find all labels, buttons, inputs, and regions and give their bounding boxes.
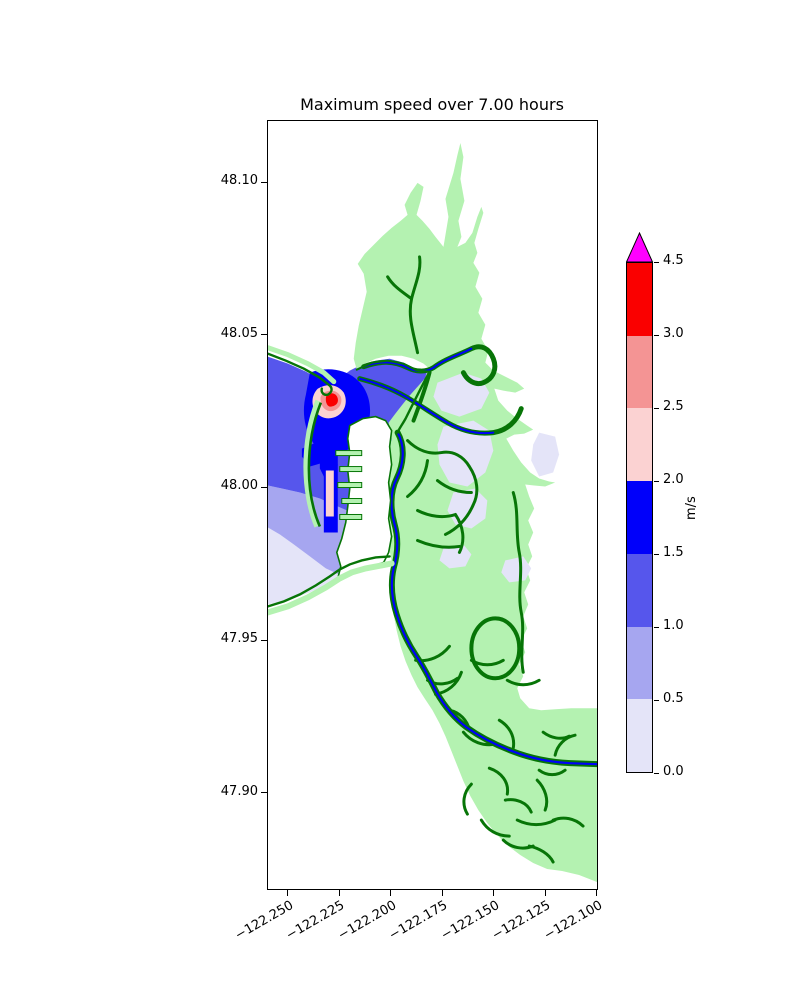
bay-east-bank <box>396 370 431 434</box>
colorbar-tick-mark <box>654 481 659 483</box>
pier-fingers <box>335 450 363 520</box>
colorbar-extend-triangle <box>626 232 653 262</box>
x-tick-mark <box>545 890 547 896</box>
south-shore-fringe <box>268 560 395 616</box>
x-tick-label: −122.125 <box>490 898 554 944</box>
colorbar-segment <box>627 553 652 627</box>
colorbar-segment <box>627 699 652 773</box>
x-tick-label: −122.175 <box>387 898 451 944</box>
x-tick-mark <box>287 890 289 896</box>
colorbar-segment <box>627 481 652 554</box>
colorbar-tick-label: 0.5 <box>663 691 684 706</box>
colorbar-tick-mark <box>654 408 659 410</box>
y-tick-label: 47.90 <box>220 784 258 799</box>
plot-area <box>267 120 598 890</box>
waterway-slack-patch <box>325 470 334 517</box>
colorbar-segment <box>627 335 652 409</box>
colorbar-segment <box>627 263 652 336</box>
x-tick-mark <box>339 890 341 896</box>
colorbar-tick-label: 4.5 <box>663 253 684 268</box>
colorbar-tick-label: 0.0 <box>663 764 684 779</box>
y-tick-mark <box>261 182 267 184</box>
colorbar-tick-mark <box>654 335 659 337</box>
colorbar-segment <box>627 626 652 700</box>
colorbar-tick-mark <box>654 773 659 775</box>
x-tick-label: −122.225 <box>284 898 348 944</box>
colorbar-segment <box>627 408 652 482</box>
y-tick-mark <box>261 640 267 642</box>
north-shore-fringe <box>268 345 337 385</box>
north-shore-line <box>268 352 333 397</box>
jetty-island-line <box>307 402 323 527</box>
colorbar-tick-mark <box>654 627 659 629</box>
x-tick-mark <box>390 890 392 896</box>
y-tick-label: 48.05 <box>220 326 258 341</box>
colorbar <box>626 262 653 773</box>
jetty-island-fringe <box>303 399 321 528</box>
colorbar-tick-mark <box>654 700 659 702</box>
colorbar-tick-label: 1.0 <box>663 618 684 633</box>
x-tick-label: −122.100 <box>542 898 606 944</box>
x-tick-mark <box>493 890 495 896</box>
x-tick-mark <box>596 890 598 896</box>
oxbow-ring-channel <box>469 616 522 681</box>
marsh-interior-patches <box>433 372 560 583</box>
colorbar-tick-label: 1.5 <box>663 545 684 560</box>
river-channels <box>357 344 597 768</box>
estuary-map-svg <box>268 142 597 883</box>
x-tick-mark <box>442 890 444 896</box>
plot-title: Maximum speed over 7.00 hours <box>300 95 564 114</box>
slough-channels <box>386 255 585 864</box>
bay-north-bank <box>355 359 431 373</box>
y-tick-mark <box>261 487 267 489</box>
colorbar-unit-label: m/s <box>684 496 699 520</box>
colorbar-tick-mark <box>654 554 659 556</box>
y-tick-label: 48.10 <box>220 173 258 188</box>
y-tick-mark <box>261 792 267 794</box>
colorbar-tick-label: 3.0 <box>663 326 684 341</box>
y-tick-label: 47.95 <box>220 631 258 646</box>
colorbar-tick-mark <box>654 262 659 264</box>
y-tick-label: 48.00 <box>220 478 258 493</box>
coastlines <box>268 345 431 616</box>
colorbar-tick-label: 2.0 <box>663 472 684 487</box>
south-shore-line <box>268 555 391 608</box>
port-and-jetty <box>303 399 363 533</box>
colorbar-tick-label: 2.5 <box>663 399 684 414</box>
y-tick-mark <box>261 334 267 336</box>
